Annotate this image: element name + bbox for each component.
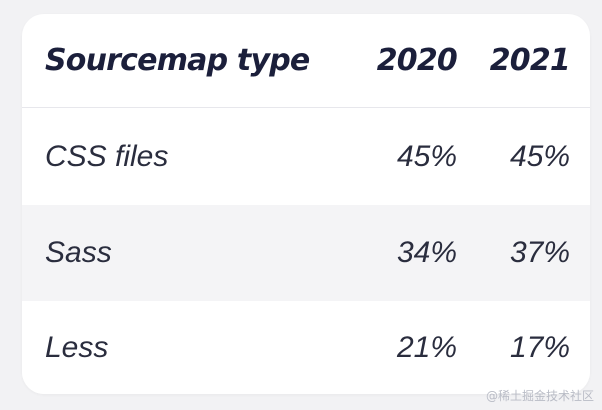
table-header-row: Sourcemap type 2020 2021 [22,14,590,108]
table-row: Sass 34% 37% [22,205,590,301]
table-row: Less 21% 17% [22,301,590,394]
row-2020-value: 34% [396,236,457,269]
watermark-text: @稀土掘金技术社区 [485,389,594,403]
sourcemap-table-card: Sourcemap type 2020 2021 CSS files 45% 4… [22,14,590,394]
row-type-label: Less [45,330,109,364]
header-2021: 2021 [489,43,571,78]
row-type-label: Sass [45,236,112,269]
row-2021-value: 37% [509,236,570,269]
row-2021-value: 45% [509,140,570,173]
row-type-label: CSS files [45,140,169,173]
header-sourcemap-type: Sourcemap type [45,43,310,78]
row-2021-value: 17% [509,330,570,364]
row-2020-value: 21% [396,330,457,364]
row-2020-value: 45% [396,140,457,173]
table-row: CSS files 45% 45% [22,109,590,205]
header-2020: 2020 [376,43,458,78]
